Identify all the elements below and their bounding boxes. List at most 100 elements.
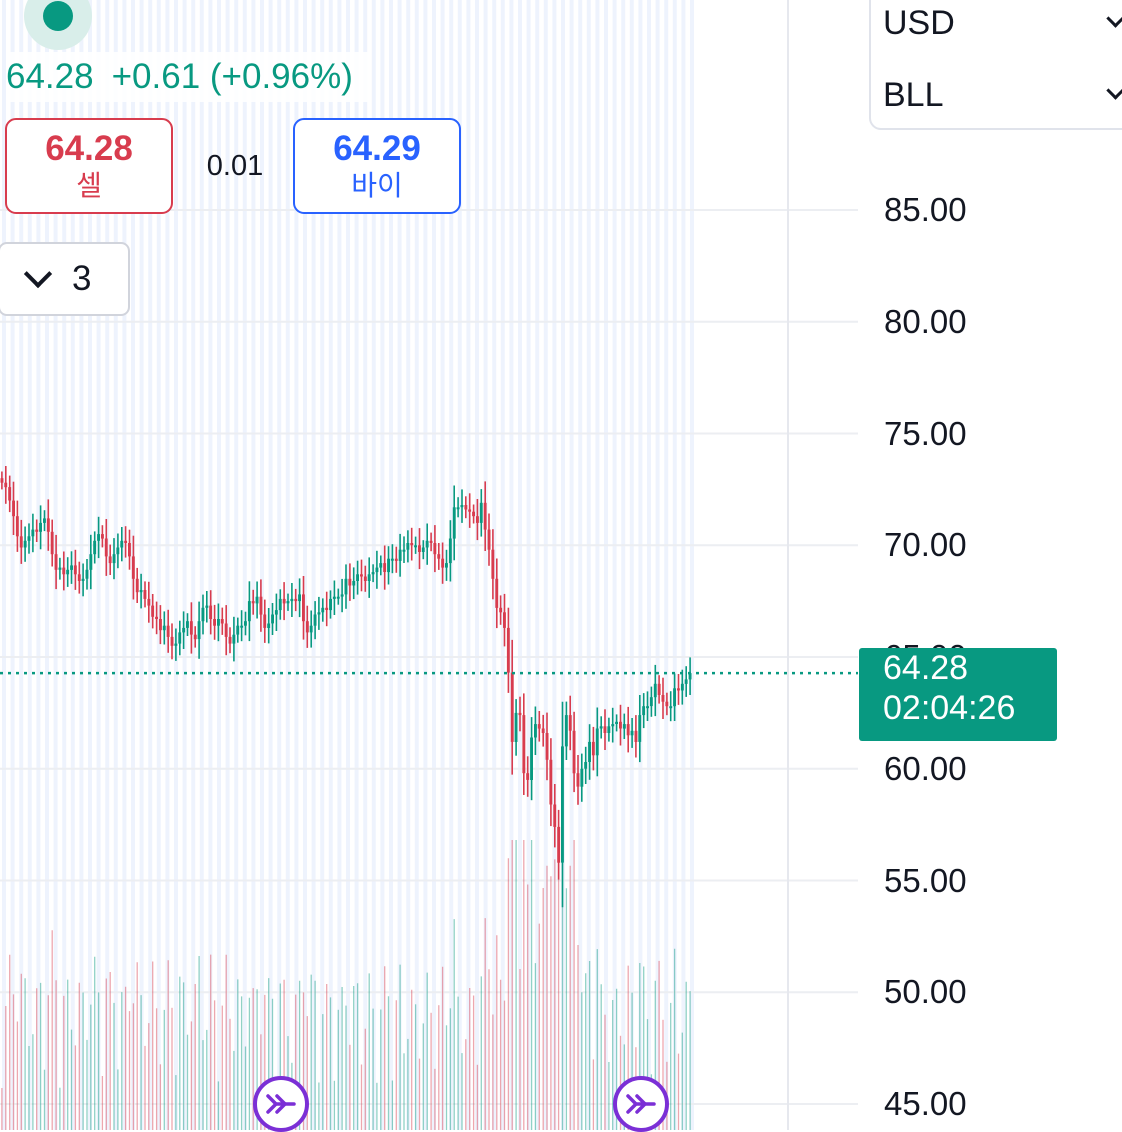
candle-body [607,726,611,733]
candle-body [557,826,561,863]
session-stripe [346,0,350,1130]
candle-body [244,621,247,626]
candle-body [688,673,692,680]
candle-body [437,554,441,559]
candle-body [50,531,54,555]
session-stripe [414,0,419,1130]
candle-body [468,509,472,512]
symbol-select[interactable]: BLL [883,70,944,120]
candle-body [4,482,8,488]
change-value: +0.61 [111,57,201,96]
candle-body [189,621,193,635]
session-stripe [328,0,333,1130]
candle-body [263,614,267,628]
buy-button[interactable]: 64.29 바이 [293,118,461,214]
session-stripe [2,0,6,1130]
candle-body [530,737,533,780]
currency-select[interactable]: USD [883,0,955,48]
candle-body [101,534,104,539]
candle-body [294,598,298,602]
candle-body [561,746,564,863]
session-stripe [113,0,118,1130]
candle-body [630,730,634,736]
candle-body [576,773,580,787]
session-stripe [638,0,643,1130]
session-stripe [681,0,686,1130]
session-stripe [449,0,454,1130]
session-stripe [690,0,694,1130]
candle-body [12,500,15,517]
candle-body [344,578,348,595]
session-stripe [621,0,626,1130]
candle-body [278,598,282,611]
session-stripe [629,0,634,1130]
session-stripe [303,0,307,1130]
candle-body [209,605,213,619]
quantity-dropdown[interactable]: 3 [0,242,130,316]
candle-body [390,558,394,561]
candle-body [603,726,607,733]
market-open-dot [43,1,73,31]
candle-body [491,549,495,579]
candle-body [151,605,155,617]
candle-body [135,578,139,593]
candle-body [661,695,665,702]
sell-price: 64.28 [45,129,133,168]
session-stripe [242,0,247,1130]
sell-button[interactable]: 64.28 셀 [5,118,173,214]
candle-body [108,556,112,564]
candle-body [217,619,220,626]
candle-body [553,804,557,827]
candle-body [499,607,503,613]
session-stripe [139,0,144,1130]
y-tick-label: 45.00 [884,1085,967,1122]
session-stripe [285,0,290,1130]
chevron-down-icon [1106,81,1122,100]
candle-body [81,578,85,581]
volume-bars [1,840,691,1130]
candle-body [73,565,77,575]
session-stripe [475,0,479,1130]
last-price: 64.28 [6,57,94,96]
candle-body [634,730,638,742]
candle-body [124,540,128,543]
candle-body [510,672,514,742]
candle-body [329,598,332,611]
candle-body [684,679,688,684]
candle-body [584,762,588,769]
session-stripe [268,0,273,1130]
session-stripe [672,0,677,1130]
session-stripe [311,0,316,1130]
candle-body [159,619,162,631]
candle-body [147,598,151,606]
candle-body [104,538,108,557]
symbol-value: BLL [883,75,944,114]
session-stripe [664,0,669,1130]
candle-body [77,574,81,581]
candle-body [375,567,379,573]
candle-body [93,540,97,555]
session-stripe [294,0,299,1130]
current-price-tag: 64.28 02:04:26 [859,648,1057,741]
candle-body [414,545,417,548]
candle-body [541,728,545,733]
session-stripe [543,0,548,1130]
candle-body [46,518,50,532]
candle-body [472,511,475,517]
y-tick-label: 70.00 [884,526,967,564]
session-stripe [10,0,15,1130]
candle-body [367,574,371,581]
candle-body [220,619,224,624]
candle-body [653,683,657,698]
session-stripe [500,0,505,1130]
candle-body [526,773,530,780]
candle-body [580,768,584,787]
candle-body [360,574,363,577]
fast-forward-event-icon[interactable] [253,1076,309,1132]
candle-body [27,536,31,541]
candle-body [186,621,189,628]
y-tick-label: 75.00 [884,414,967,452]
session-stripe [165,0,170,1130]
fast-forward-event-icon[interactable] [613,1076,669,1132]
